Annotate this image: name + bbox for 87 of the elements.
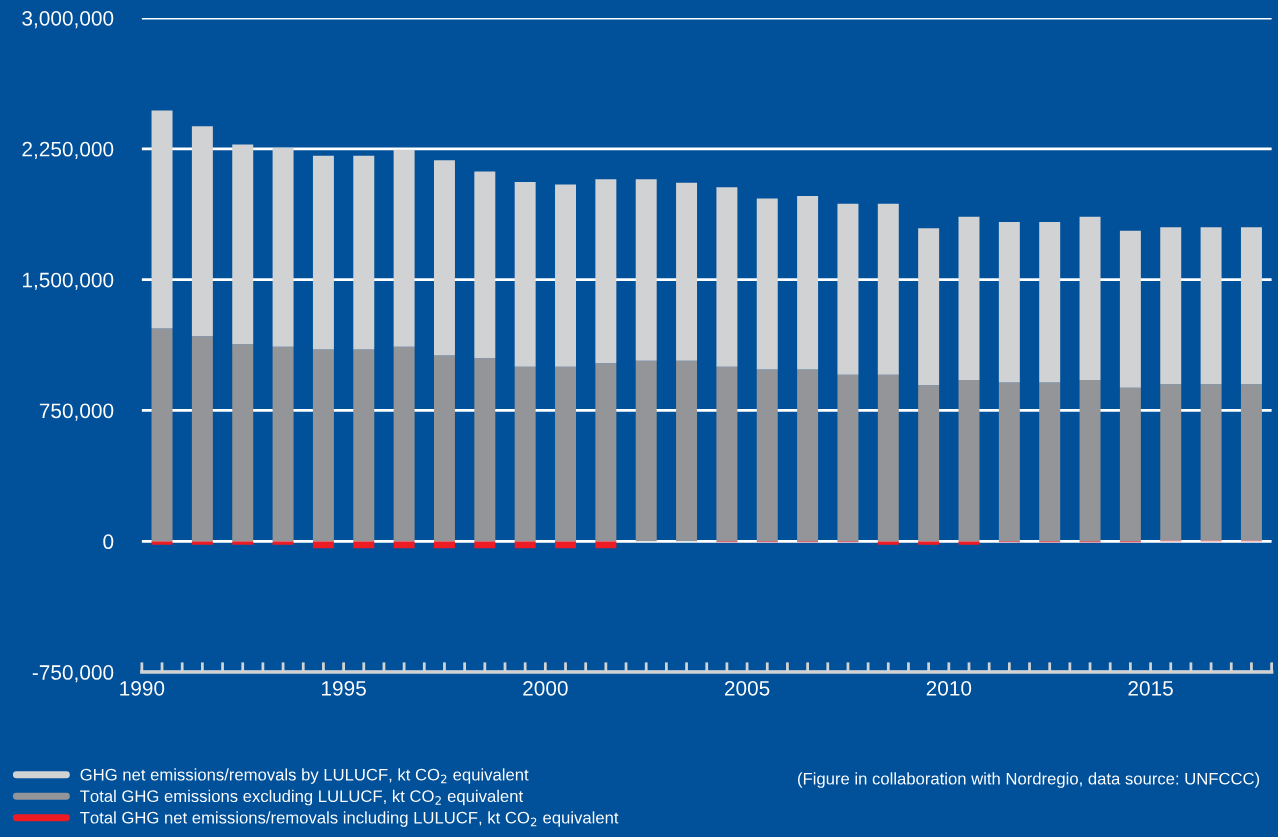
bar (232, 144, 254, 345)
bar (393, 346, 415, 542)
y-tick-label: 0 (103, 534, 114, 550)
bar (433, 160, 455, 356)
bar (555, 184, 577, 367)
bar (716, 187, 738, 367)
bar (1240, 384, 1262, 541)
bar (837, 374, 859, 542)
bar (716, 366, 738, 542)
legend-label: Total GHG emissions excluding LULUCF, kt CO$_{2}$ equivalent (80, 789, 523, 806)
x-tick-label: 2015 (1128, 680, 1173, 696)
bar (676, 182, 698, 361)
bar (635, 360, 657, 542)
bar (151, 110, 173, 329)
x-tick-label: 2000 (523, 680, 568, 696)
bar (797, 195, 819, 370)
y-tick-label: 2,250,000 (22, 141, 114, 160)
bar (1200, 384, 1222, 541)
bar (232, 541, 254, 545)
bar (433, 355, 455, 542)
bar (1079, 216, 1101, 380)
bar (595, 179, 617, 364)
bar (232, 344, 254, 542)
bar (1200, 227, 1222, 385)
y-tick-label: 750,000 (39, 403, 114, 421)
x-tick-label: 2010 (926, 680, 972, 696)
bar (191, 126, 213, 337)
bar (353, 541, 375, 549)
bar (1079, 379, 1101, 542)
bar (272, 541, 294, 545)
bar (877, 541, 899, 545)
bar (312, 349, 334, 542)
bar (514, 541, 536, 549)
y-tick-label: 3,000,000 (22, 11, 114, 29)
bar (191, 541, 213, 545)
bar (514, 181, 536, 367)
bar (958, 216, 980, 380)
bar (998, 222, 1020, 383)
x-tick-label: 1995 (322, 680, 366, 696)
bar (555, 366, 577, 542)
bar (272, 147, 294, 347)
bar (756, 198, 778, 370)
bar (1160, 227, 1182, 385)
bar (918, 385, 940, 542)
bar (998, 382, 1020, 542)
legend-label: Total GHG net emissions/removals including LULUCF, kt CO$_{2}$ equivalent (80, 811, 619, 827)
bar (918, 228, 940, 386)
bar (635, 179, 657, 361)
bar (918, 541, 940, 545)
bar (474, 171, 496, 359)
legend-label: GHG net emissions/removals by LULUCF, kt CO$_{2}$ equivalent (80, 768, 529, 784)
x-tick-label: 2005 (724, 680, 770, 696)
bar (958, 379, 980, 542)
bar (877, 203, 899, 375)
bar (433, 541, 455, 549)
bar (877, 374, 899, 542)
bar (837, 203, 859, 375)
bar (555, 541, 577, 549)
bar (474, 358, 496, 542)
bar (312, 155, 334, 350)
y-tick-label: 1,500,000 (23, 272, 114, 290)
bar (393, 149, 415, 347)
bar (151, 328, 173, 542)
bar (756, 369, 778, 542)
bar (272, 346, 294, 542)
bar (151, 541, 173, 545)
bar (1039, 382, 1061, 542)
bar (353, 155, 375, 350)
x-tick-label: 1990 (120, 680, 165, 696)
bar (797, 369, 819, 542)
bar (353, 349, 375, 542)
bar (958, 541, 980, 545)
bar (1240, 227, 1262, 385)
text: (Figure in collaboration with Nordregio, data source: UNFCCC) (798, 772, 1260, 788)
bar (514, 366, 536, 542)
y-tick-label: -750,000 (32, 665, 114, 683)
bar (312, 541, 334, 549)
bar (474, 541, 496, 549)
bar (595, 363, 617, 542)
bar (1119, 387, 1141, 542)
bar (595, 541, 617, 549)
bar (393, 541, 415, 549)
bar (191, 336, 213, 542)
bar (1039, 222, 1061, 383)
bar (1119, 230, 1141, 388)
bar (1160, 384, 1182, 541)
bar (676, 360, 698, 542)
